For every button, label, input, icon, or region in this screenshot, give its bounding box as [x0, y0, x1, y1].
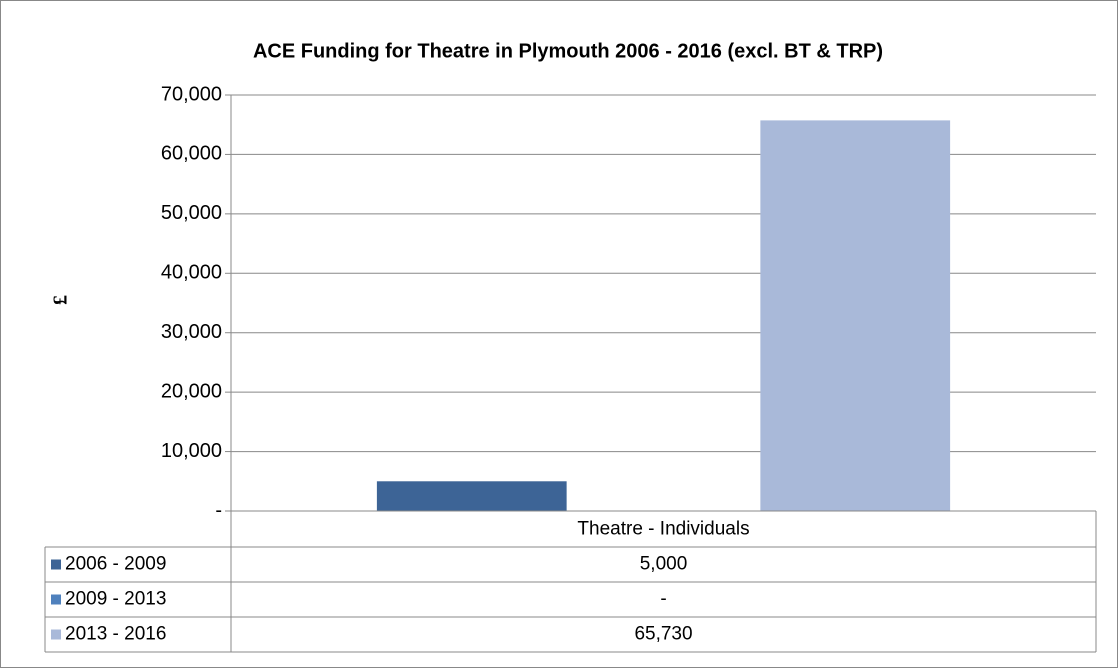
- data-label: 5,000: [640, 554, 688, 575]
- chart-title: ACE Funding for Theatre in Plymouth 2006…: [253, 40, 883, 62]
- data-label: -: [660, 589, 666, 610]
- legend-label: 2009 - 2013: [65, 589, 166, 610]
- bar: [376, 481, 567, 511]
- y-axis-label: £: [50, 295, 72, 305]
- y-tick-label: 70,000: [161, 83, 222, 105]
- data-label: 65,730: [634, 624, 692, 645]
- y-tick-label: 30,000: [161, 321, 222, 343]
- y-tick-label: -: [215, 499, 222, 521]
- legend-key: [51, 559, 61, 570]
- category-label: Theatre - Individuals: [577, 519, 749, 540]
- legend-key: [51, 629, 61, 640]
- legend-key: [51, 594, 61, 605]
- bar: [760, 120, 951, 511]
- y-tick-label: 60,000: [161, 143, 222, 165]
- y-tick-label: 20,000: [161, 380, 222, 402]
- y-tick-label: 40,000: [161, 262, 222, 284]
- legend-label: 2006 - 2009: [65, 554, 166, 575]
- legend-label: 2013 - 2016: [65, 624, 166, 645]
- y-tick-label: 50,000: [161, 202, 222, 224]
- y-tick-label: 10,000: [161, 440, 222, 462]
